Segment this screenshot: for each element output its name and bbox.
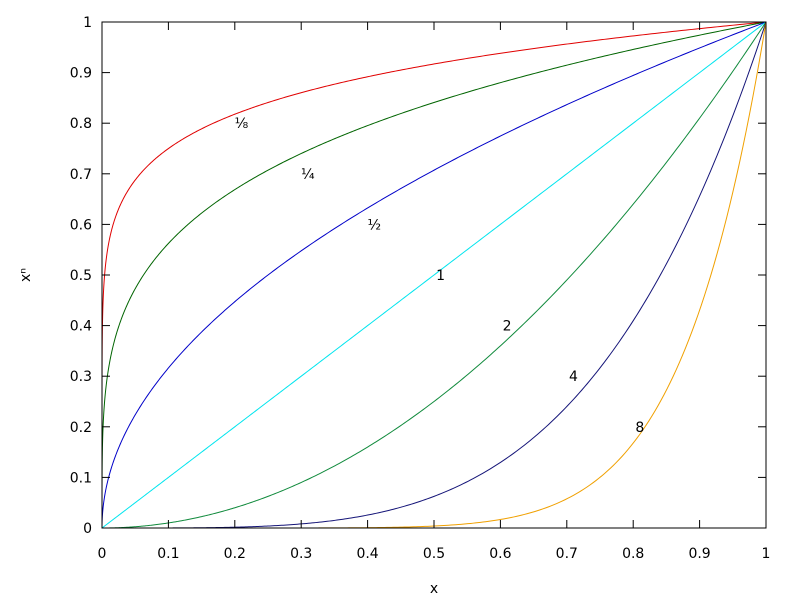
curve-series-1 xyxy=(101,21,767,528)
x-tick-label: 0.9 xyxy=(688,546,710,562)
curve-labels: ⅛ ¼ ½ 1 2 4 8 xyxy=(235,116,645,436)
y-tick-label: 0.1 xyxy=(70,470,92,486)
curve-series-2 xyxy=(101,21,767,528)
y-tick-label: 0.6 xyxy=(70,217,92,233)
x-tick-label: 0.1 xyxy=(157,546,179,562)
x-tick-label: 0.7 xyxy=(556,546,578,562)
y-axis-label: xⁿ xyxy=(18,268,34,282)
y-tick-label: 0.3 xyxy=(70,369,92,385)
x-tick-label: 0.8 xyxy=(622,546,644,562)
curve-label-0: ⅛ xyxy=(235,116,249,132)
y-tick-label: 0.7 xyxy=(70,167,92,183)
x-tick-label: 0.6 xyxy=(489,546,511,562)
y-tick-label: 1 xyxy=(83,15,92,31)
x-tick-label: 0.5 xyxy=(423,546,445,562)
x-tick-label: 0.2 xyxy=(224,546,246,562)
curves-layer xyxy=(101,21,767,529)
curve-label-4: 2 xyxy=(503,319,512,335)
curve-label-2: ½ xyxy=(367,217,381,233)
y-tick-label: 0 xyxy=(83,521,92,537)
y-tick-label: 0.8 xyxy=(70,116,92,132)
y-tick-label: 0.4 xyxy=(70,319,92,335)
y-tick-label: 0.9 xyxy=(70,66,92,82)
curve-label-1: ¼ xyxy=(301,167,315,183)
x-tick-label: 0.3 xyxy=(290,546,312,562)
curve-label-6: 8 xyxy=(635,420,644,436)
y-tick-label: 0.5 xyxy=(70,268,92,284)
x-tick-label: 1 xyxy=(762,546,771,562)
curve-series-3 xyxy=(101,21,767,529)
axis-ticks: 0 0.1 0.2 0.3 0.4 0.5 0.6 0.7 0.8 0.9 1 0 0.1 0.2 0.3 0… xyxy=(70,15,771,562)
curve-label-3: 1 xyxy=(436,268,445,284)
curve-series-0 xyxy=(101,21,767,528)
x-tick-label: 0 xyxy=(98,546,107,562)
y-tick-label: 0.2 xyxy=(70,420,92,436)
x-tick-label: 0.4 xyxy=(356,546,378,562)
curve-label-5: 4 xyxy=(569,369,578,385)
x-axis-label: x xyxy=(430,581,438,597)
